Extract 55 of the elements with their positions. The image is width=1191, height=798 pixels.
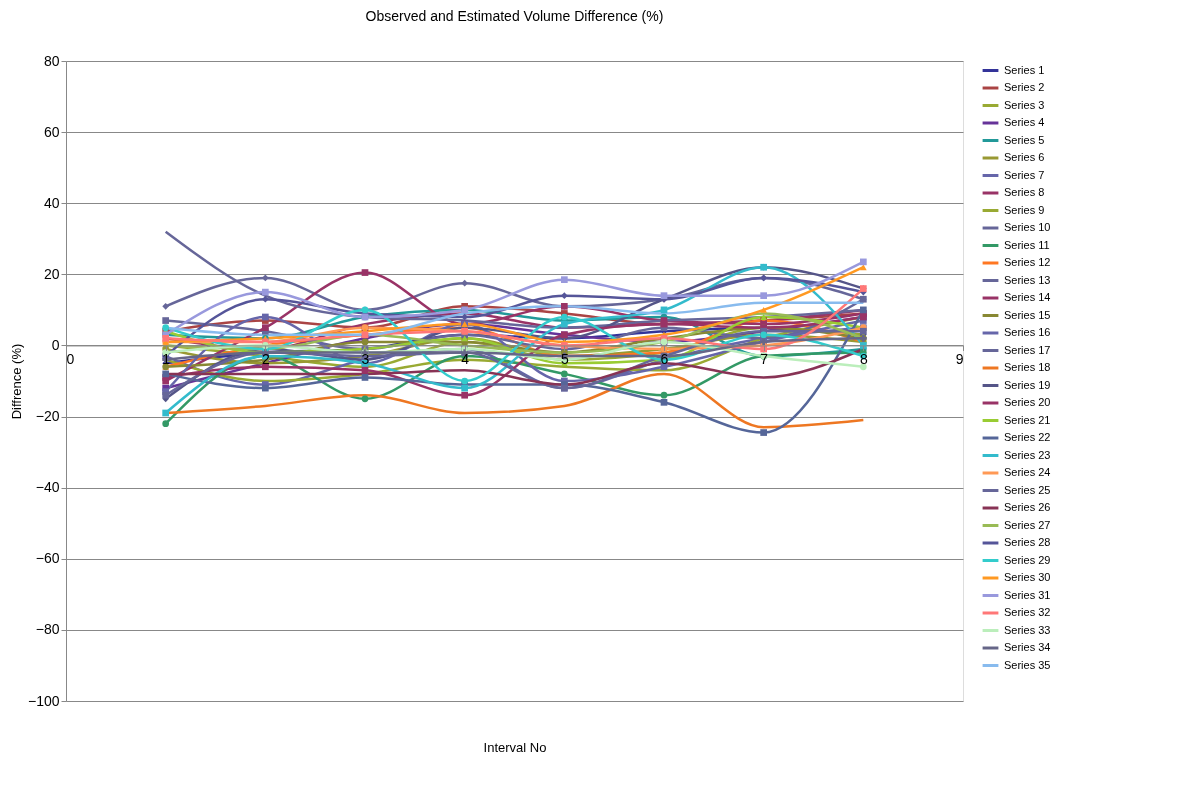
legend-label: Series 18 (1004, 361, 1051, 373)
y-tick-label: 20 (43, 265, 60, 282)
x-tick-label: 9 (955, 350, 964, 367)
y-tick-label: −40 (35, 479, 60, 496)
y-tick-label: −20 (35, 408, 60, 425)
legend-label: Series 12 (1004, 256, 1051, 268)
x-tick-label: 7 (760, 350, 769, 367)
legend-label: Series 4 (1004, 116, 1045, 128)
x-axis-title: Interval No (483, 739, 547, 755)
y-tick-label: 40 (43, 194, 60, 211)
x-tick-label: 6 (660, 350, 669, 367)
legend-label: Series 7 (1004, 168, 1045, 181)
legend-label: Series 22 (1004, 431, 1051, 443)
legend-label: Series 28 (1004, 536, 1051, 548)
y-tick-label: 60 (43, 123, 60, 140)
legend-label: Series 5 (1004, 133, 1045, 146)
legend-label: Series 20 (1004, 396, 1051, 408)
legend-label: Series 21 (1004, 413, 1051, 426)
legend-label: Series 26 (1004, 501, 1051, 513)
legend-label: Series 9 (1004, 203, 1045, 216)
legend-label: Series 8 (1004, 186, 1045, 198)
legend-label: Series 19 (1004, 378, 1051, 391)
legend-label: Series 32 (1004, 606, 1051, 618)
legend-label: Series 30 (1004, 571, 1051, 583)
legend-label: Series 23 (1004, 448, 1051, 461)
legend-label: Series 10 (1004, 221, 1051, 233)
y-tick-label: −80 (35, 621, 60, 638)
y-tick-label: 80 (43, 52, 60, 69)
x-tick-label: 4 (461, 350, 470, 367)
legend-label: Series 27 (1004, 518, 1051, 531)
legend-label: Series 15 (1004, 308, 1051, 321)
legend-label: Series 17 (1004, 343, 1051, 356)
legend-label: Series 25 (1004, 483, 1051, 496)
legend-label: Series 1 (1004, 63, 1045, 76)
legend-label: Series 2 (1004, 81, 1045, 93)
y-tick-label: −100 (27, 692, 60, 709)
x-tick-label: 5 (560, 350, 569, 367)
chart-title: Observed and Estimated Volume Difference (%) (365, 8, 664, 24)
legend-label: Series 33 (1004, 623, 1051, 636)
legend-label: Series 24 (1004, 466, 1051, 478)
legend-label: Series 31 (1004, 588, 1051, 601)
legend-label: Series 34 (1004, 641, 1051, 653)
y-axis-title: Diffrence (%) (8, 343, 24, 420)
legend-label: Series 35 (1004, 658, 1051, 671)
legend-label: Series 29 (1004, 553, 1051, 566)
x-tick-label: 1 (162, 350, 171, 367)
legend-label: Series 16 (1004, 326, 1051, 338)
legend-label: Series 3 (1004, 98, 1045, 111)
legend-label: Series 11 (1004, 238, 1050, 251)
legend-label: Series 6 (1004, 151, 1045, 163)
legend-label: Series 14 (1004, 291, 1051, 303)
y-tick-label: 0 (51, 336, 60, 353)
x-tick-label: 0 (66, 350, 75, 367)
y-tick-label: −60 (35, 550, 60, 567)
legend-label: Series 13 (1004, 273, 1051, 286)
